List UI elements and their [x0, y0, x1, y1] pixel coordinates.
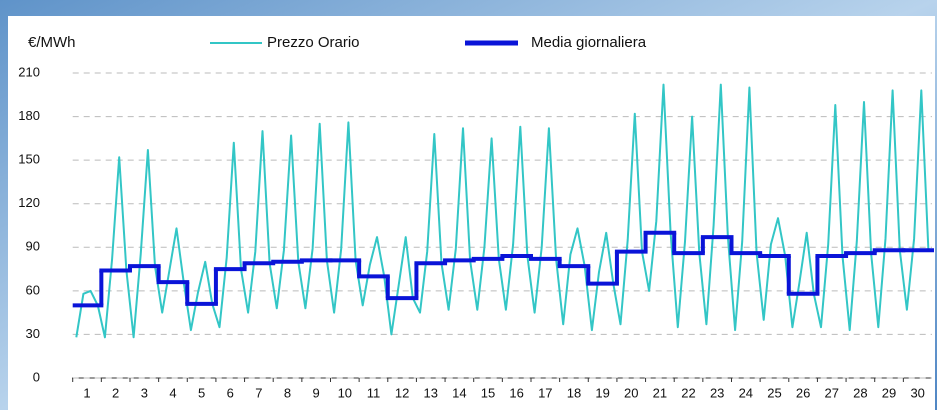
x-tick-label: 1	[83, 385, 90, 400]
x-tick-label: 16	[509, 385, 523, 400]
x-tick-label: 15	[481, 385, 495, 400]
y-tick-label: 90	[26, 239, 40, 254]
legend-label: Prezzo Orario	[267, 34, 360, 51]
x-tick-label: 4	[169, 385, 176, 400]
x-tick-label: 8	[284, 385, 291, 400]
x-tick-label: 28	[853, 385, 867, 400]
x-tick-label: 2	[112, 385, 119, 400]
x-tick-label: 14	[452, 385, 466, 400]
legend-label: Media giornaliera	[531, 34, 647, 51]
x-tick-label: 5	[198, 385, 205, 400]
x-tick-label: 27	[825, 385, 839, 400]
x-tick-label: 20	[624, 385, 638, 400]
x-tick-label: 24	[739, 385, 753, 400]
x-tick-label: 13	[424, 385, 438, 400]
x-tick-label: 22	[681, 385, 695, 400]
y-tick-label: 0	[33, 369, 40, 384]
y-tick-label: 180	[18, 108, 40, 123]
x-tick-label: 25	[767, 385, 781, 400]
x-tick-label: 30	[910, 385, 924, 400]
x-tick-label: 18	[567, 385, 581, 400]
panel	[8, 16, 935, 410]
x-tick-label: 6	[227, 385, 234, 400]
y-tick-label: 60	[26, 282, 40, 297]
y-tick-label: 120	[18, 195, 40, 210]
x-tick-label: 29	[882, 385, 896, 400]
x-tick-label: 10	[338, 385, 352, 400]
x-tick-label: 23	[710, 385, 724, 400]
x-tick-label: 12	[395, 385, 409, 400]
x-tick-label: 3	[141, 385, 148, 400]
y-tick-label: 150	[18, 152, 40, 167]
x-tick-label: 9	[313, 385, 320, 400]
x-tick-label: 11	[367, 385, 381, 400]
x-tick-label: 26	[796, 385, 810, 400]
x-tick-label: 19	[595, 385, 609, 400]
x-tick-label: 21	[653, 385, 667, 400]
y-tick-label: 30	[26, 326, 40, 341]
y-axis-label: €/MWh	[28, 34, 76, 51]
y-tick-label: 210	[18, 64, 40, 79]
hourly-price-line	[75, 83, 930, 339]
x-tick-label: 17	[538, 385, 552, 400]
x-tick-label: 7	[255, 385, 262, 400]
